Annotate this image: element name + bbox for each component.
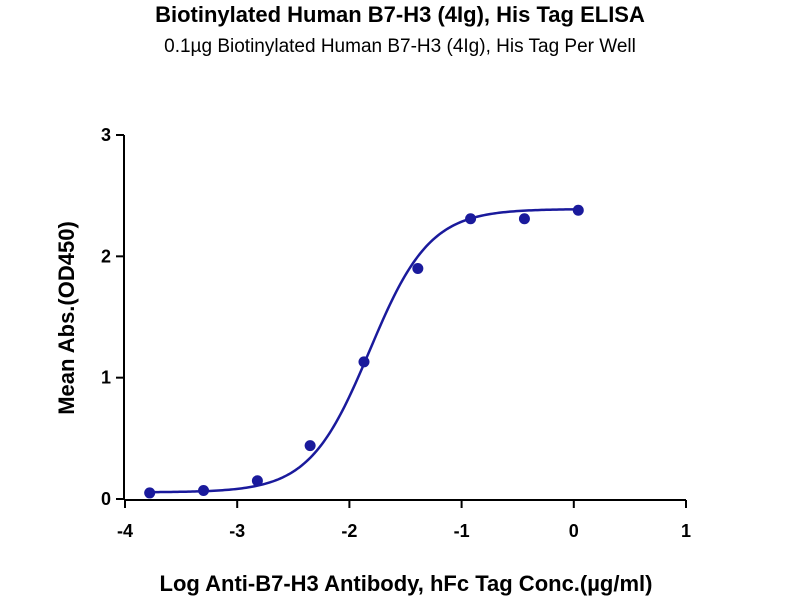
chart-title: Biotinylated Human B7-H3 (4Ig), His Tag …	[155, 2, 645, 27]
x-tick-label: -2	[341, 521, 357, 541]
data-point	[358, 356, 370, 368]
data-point	[518, 213, 530, 225]
x-tick-label: -4	[117, 521, 133, 541]
data-point	[412, 262, 424, 274]
y-tick-label: 2	[101, 246, 111, 266]
data-point	[572, 204, 584, 216]
x-axis-label: Log Anti-B7-H3 Antibody, hFc Tag Conc.(µ…	[160, 571, 653, 596]
data-point	[304, 440, 316, 452]
y-tick-label: 1	[101, 368, 111, 388]
data-point	[144, 487, 156, 499]
data-point	[251, 475, 263, 487]
data-point	[465, 213, 477, 225]
axes: -4 -3 -2 -1 0 1 0 1 2 3	[101, 125, 691, 541]
y-axis-label: Mean Abs.(OD450)	[54, 221, 79, 415]
data-point	[198, 485, 210, 497]
chart-subtitle: 0.1µg Biotinylated Human B7-H3 (4Ig), Hi…	[164, 36, 636, 57]
y-tick-label: 0	[101, 489, 111, 509]
x-tick-label: -3	[229, 521, 245, 541]
x-tick-label: 1	[681, 521, 691, 541]
y-tick-label: 3	[101, 125, 111, 145]
fit-curve-layer	[149, 208, 579, 494]
fit-curve	[149, 208, 579, 494]
x-tick-label: -1	[454, 521, 470, 541]
data-points-layer	[144, 204, 584, 499]
x-tick-label: 0	[569, 521, 579, 541]
